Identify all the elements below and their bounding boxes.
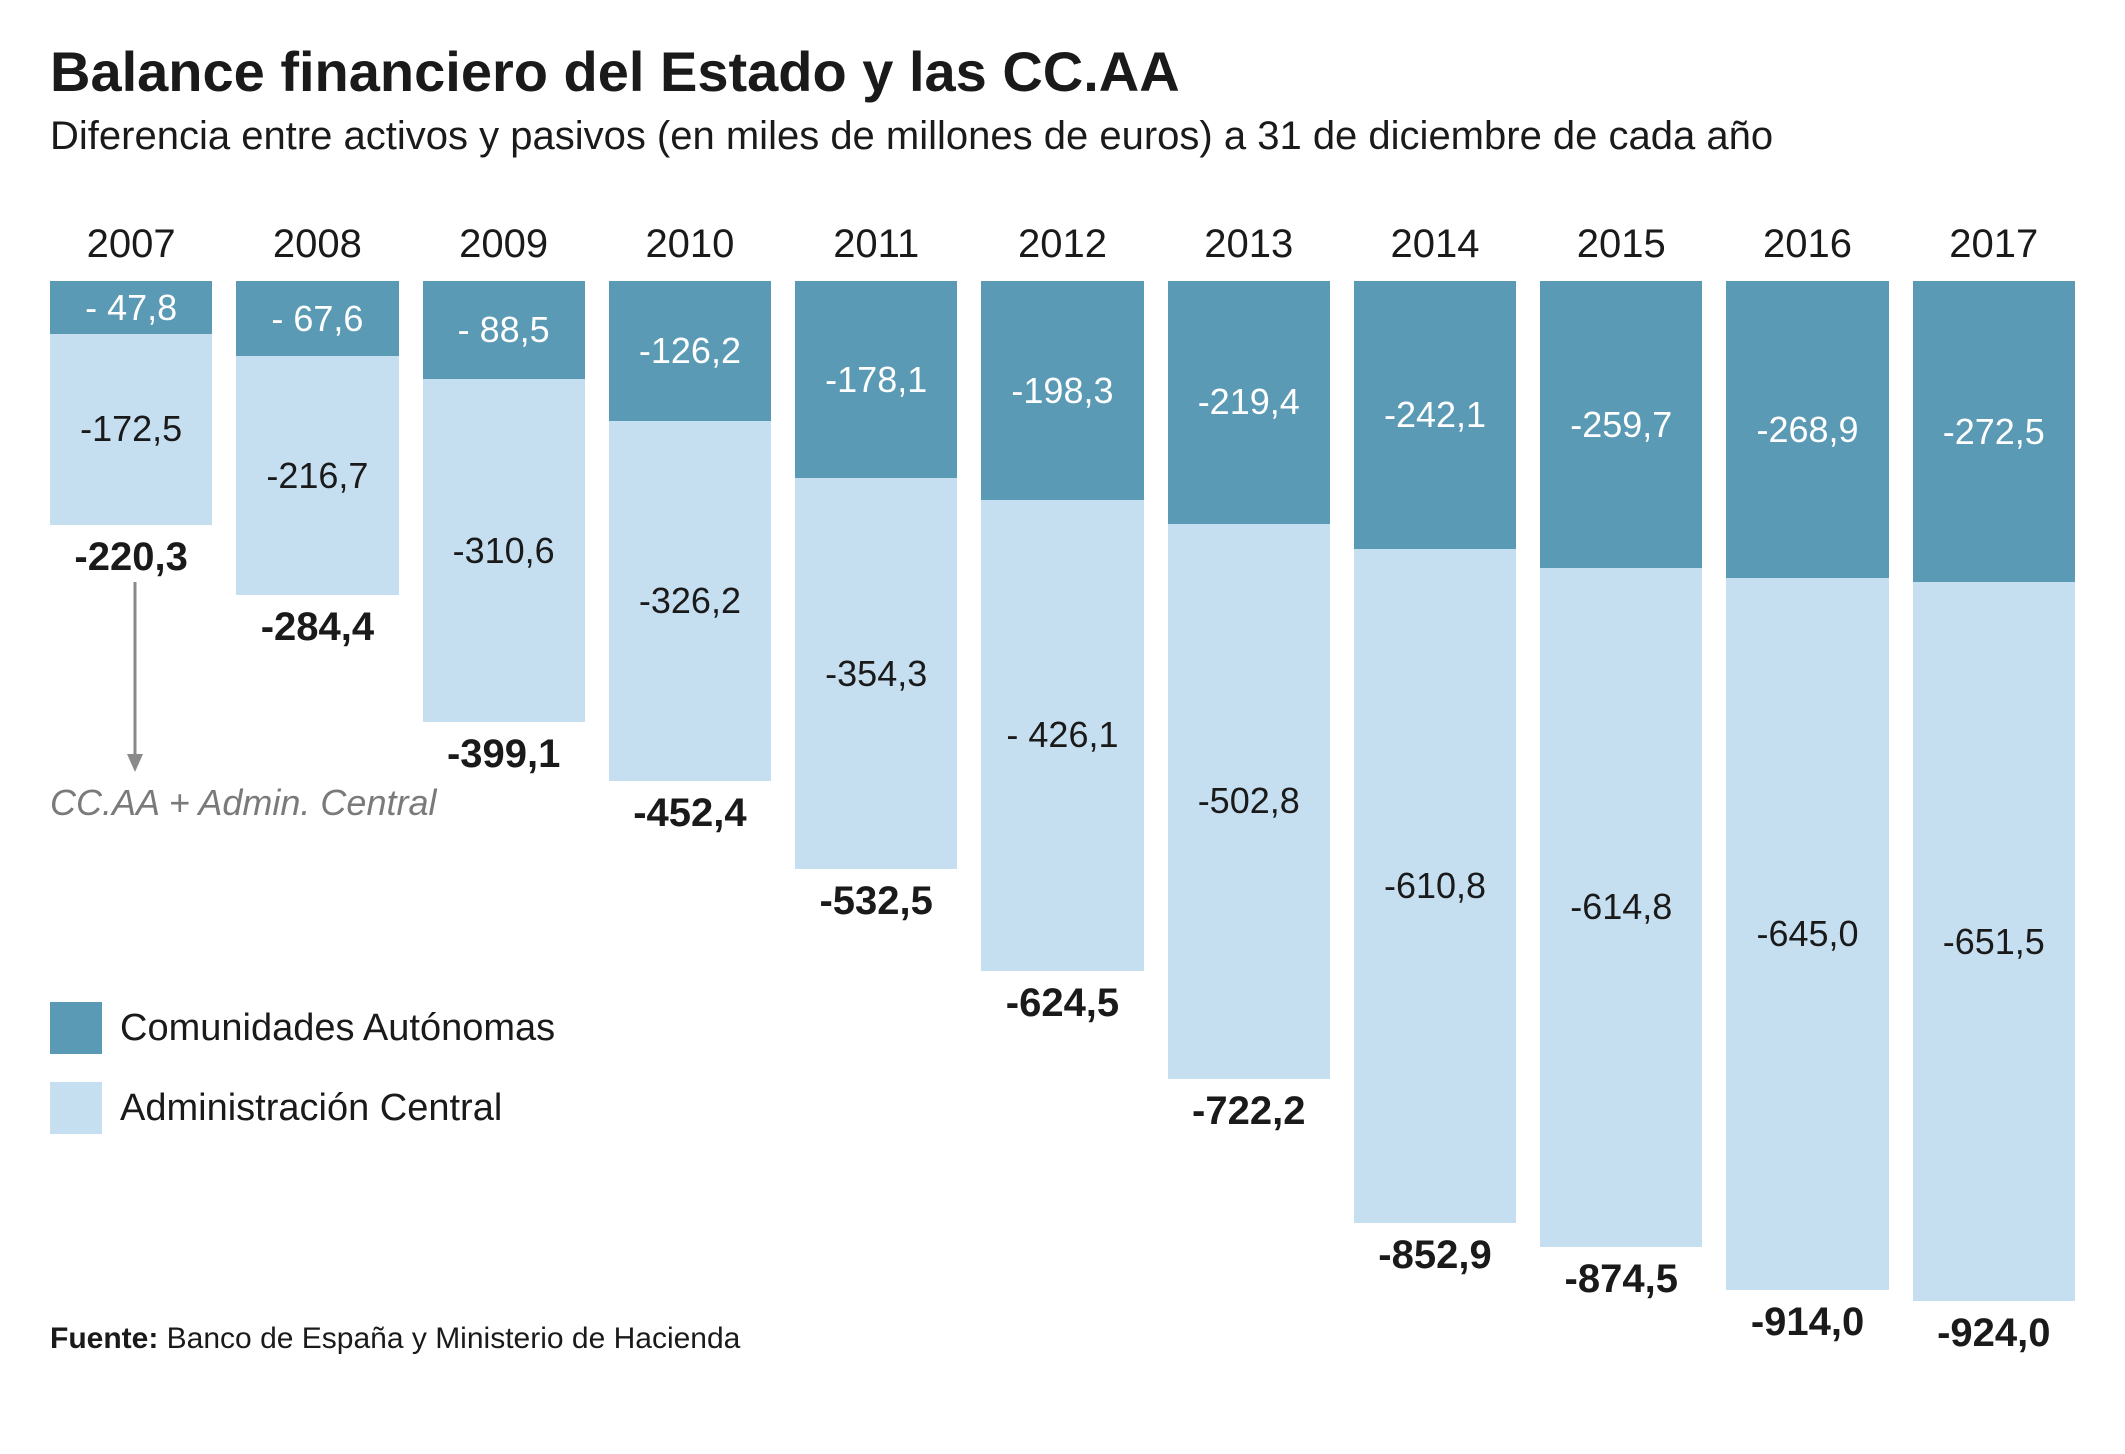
bar-2007: 2007 - 47,8-172,5 -220,3 (50, 222, 212, 579)
segment-administracion: -610,8 (1354, 549, 1516, 1223)
segment-administracion: - 426,1 (981, 500, 1143, 970)
segment-administracion: -172,5 (50, 334, 212, 524)
total-label: -532,5 (819, 879, 932, 924)
segment-administracion: -645,0 (1726, 578, 1888, 1290)
chart-title: Balance financiero del Estado y las CC.A… (50, 40, 2075, 104)
year-label: 2008 (273, 222, 362, 267)
legend-item-administracion: Administración Central (50, 1082, 555, 1134)
bar-stack: - 88,5-310,6 (423, 281, 585, 722)
total-label: -874,5 (1565, 1257, 1678, 1302)
total-label: -399,1 (447, 732, 560, 777)
bar-stack: -268,9-645,0 (1726, 281, 1888, 1290)
total-label: -914,0 (1751, 1300, 1864, 1345)
year-label: 2011 (833, 222, 919, 267)
total-label: -624,5 (1006, 981, 1119, 1026)
bar-2012: 2012 -198,3- 426,1 -624,5 (981, 222, 1143, 1025)
source-text: Banco de España y Ministerio de Hacienda (167, 1322, 741, 1355)
segment-comunidades: - 88,5 (423, 281, 585, 379)
total-label: -220,3 (74, 535, 187, 580)
segment-administracion: -354,3 (795, 478, 957, 869)
year-label: 2016 (1763, 222, 1852, 267)
bar-2014: 2014 -242,1-610,8 -852,9 (1354, 222, 1516, 1278)
year-label: 2015 (1577, 222, 1666, 267)
segment-comunidades: -268,9 (1726, 281, 1888, 578)
segment-comunidades: -219,4 (1168, 281, 1330, 523)
total-label: -924,0 (1937, 1311, 2050, 1356)
segment-comunidades: - 67,6 (236, 281, 398, 356)
year-label: 2010 (645, 222, 734, 267)
annotation-arrow (120, 582, 150, 772)
year-label: 2017 (1949, 222, 2038, 267)
year-label: 2012 (1018, 222, 1107, 267)
bar-2013: 2013 -219,4-502,8 -722,2 (1168, 222, 1330, 1133)
chart-subtitle: Diferencia entre activos y pasivos (en m… (50, 110, 2075, 162)
bar-stack: -126,2-326,2 (609, 281, 771, 780)
segment-administracion: -310,6 (423, 379, 585, 722)
segment-administracion: -216,7 (236, 356, 398, 595)
segment-administracion: -651,5 (1913, 582, 2075, 1301)
total-label: -722,2 (1192, 1089, 1305, 1134)
legend-swatch-a (50, 1002, 102, 1054)
segment-comunidades: -178,1 (795, 281, 957, 478)
bar-stack: -242,1-610,8 (1354, 281, 1516, 1223)
segment-comunidades: -126,2 (609, 281, 771, 420)
bar-2015: 2015 -259,7-614,8 -874,5 (1540, 222, 1702, 1301)
chart-container: 2007- 47,8-172,5-220,32008- 67,6-216,7-2… (50, 222, 2075, 1282)
bar-stack: -198,3- 426,1 (981, 281, 1143, 970)
year-label: 2013 (1204, 222, 1293, 267)
bar-stack: -178,1-354,3 (795, 281, 957, 869)
segment-administracion: -326,2 (609, 421, 771, 781)
bar-2010: 2010 -126,2-326,2 -452,4 (609, 222, 771, 835)
segment-comunidades: -259,7 (1540, 281, 1702, 568)
bar-2011: 2011 -178,1-354,3 -532,5 (795, 222, 957, 924)
bar-stack: - 47,8-172,5 (50, 281, 212, 524)
bar-2009: 2009 - 88,5-310,6 -399,1 (423, 222, 585, 777)
source-label: Fuente: (50, 1322, 158, 1355)
year-label: 2009 (459, 222, 548, 267)
bar-stack: -219,4-502,8 (1168, 281, 1330, 1078)
segment-comunidades: - 47,8 (50, 281, 212, 334)
annotation-label: CC.AA + Admin. Central (50, 782, 436, 824)
bar-2016: 2016 -268,9-645,0 -914,0 (1726, 222, 1888, 1345)
segment-comunidades: -272,5 (1913, 281, 2075, 582)
segment-comunidades: -242,1 (1354, 281, 1516, 548)
segment-administracion: -614,8 (1540, 568, 1702, 1247)
total-label: -852,9 (1378, 1233, 1491, 1278)
total-label: -284,4 (261, 605, 374, 650)
legend-label-b: Administración Central (120, 1087, 502, 1130)
bar-2017: 2017 -272,5-651,5 -924,0 (1913, 222, 2075, 1356)
legend-item-comunidades: Comunidades Autónomas (50, 1002, 555, 1054)
bar-stack: -272,5-651,5 (1913, 281, 2075, 1301)
total-label: -452,4 (633, 791, 746, 836)
legend: Comunidades Autónomas Administración Cen… (50, 1002, 555, 1134)
bar-stack: -259,7-614,8 (1540, 281, 1702, 1246)
year-label: 2014 (1391, 222, 1480, 267)
segment-administracion: -502,8 (1168, 524, 1330, 1079)
legend-swatch-b (50, 1082, 102, 1134)
year-label: 2007 (87, 222, 176, 267)
legend-label-a: Comunidades Autónomas (120, 1007, 555, 1050)
bar-2008: 2008 - 67,6-216,7 -284,4 (236, 222, 398, 650)
bar-stack: - 67,6-216,7 (236, 281, 398, 595)
segment-comunidades: -198,3 (981, 281, 1143, 500)
